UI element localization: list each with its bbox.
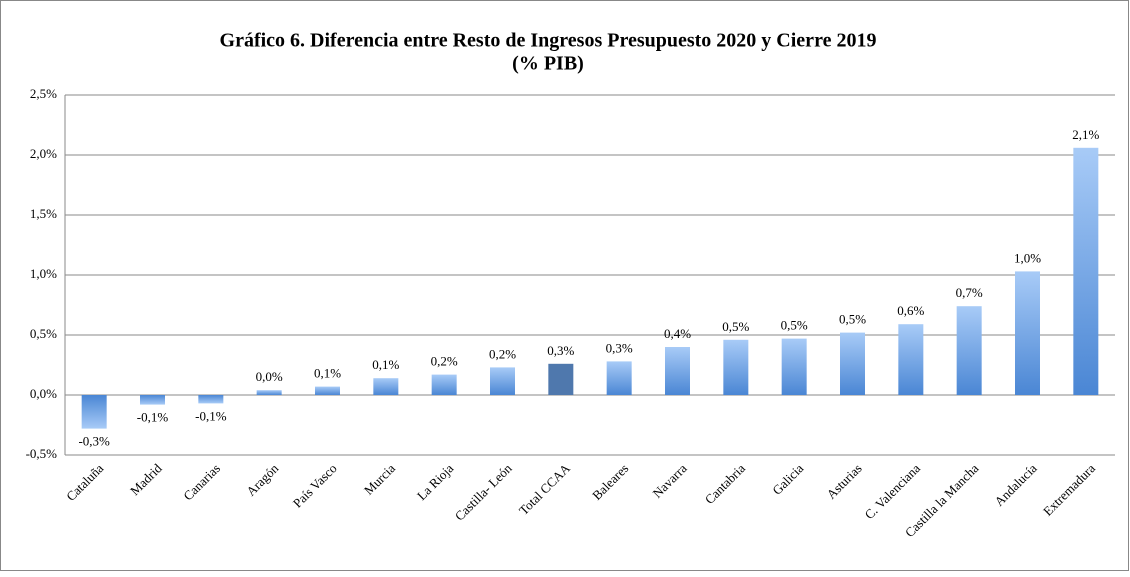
bar xyxy=(81,395,107,429)
bar xyxy=(781,338,807,395)
bar xyxy=(198,395,224,404)
y-tick-label: 2,0% xyxy=(30,146,57,161)
value-label: -0,3% xyxy=(78,434,110,449)
bar xyxy=(140,395,165,405)
value-label: 0,5% xyxy=(722,319,749,334)
y-tick-label: 2,5% xyxy=(30,86,57,101)
value-label: 0,0% xyxy=(256,369,283,384)
value-label: 0,3% xyxy=(547,343,574,358)
value-label: 0,6% xyxy=(897,303,924,318)
bar xyxy=(548,363,574,395)
bar xyxy=(431,374,457,395)
chart-subtitle: (% PIB) xyxy=(512,53,584,75)
value-label: 0,7% xyxy=(956,285,983,300)
value-label: 2,1% xyxy=(1072,127,1099,142)
y-tick-label: 1,0% xyxy=(30,266,57,281)
y-tick-label: 1,5% xyxy=(30,206,57,221)
value-label: 0,5% xyxy=(781,318,808,333)
bar xyxy=(1073,147,1099,395)
bar xyxy=(1015,271,1040,395)
bar xyxy=(606,361,632,395)
bar xyxy=(315,386,340,395)
y-tick-label: 0,5% xyxy=(30,326,57,341)
bar xyxy=(490,367,515,395)
y-tick-label: 0,0% xyxy=(30,386,57,401)
value-label: 0,1% xyxy=(314,366,341,381)
bar xyxy=(956,306,982,395)
value-label: -0,1% xyxy=(195,408,227,423)
chart-title: Gráfico 6. Diferencia entre Resto de Ing… xyxy=(220,30,877,52)
value-label: 1,0% xyxy=(1014,250,1041,265)
bar xyxy=(256,390,282,395)
y-tick-label: -0,5% xyxy=(26,446,58,461)
value-label: 0,2% xyxy=(489,346,516,361)
bar xyxy=(898,324,924,395)
bar xyxy=(373,378,399,395)
value-label: -0,1% xyxy=(137,410,169,425)
value-label: 0,2% xyxy=(431,354,458,369)
value-label: 0,3% xyxy=(606,340,633,355)
bar xyxy=(840,332,865,395)
value-label: 0,4% xyxy=(664,326,691,341)
value-label: 0,5% xyxy=(839,312,866,327)
bar xyxy=(723,339,749,395)
bar xyxy=(665,347,690,395)
value-label: 0,1% xyxy=(372,357,399,372)
